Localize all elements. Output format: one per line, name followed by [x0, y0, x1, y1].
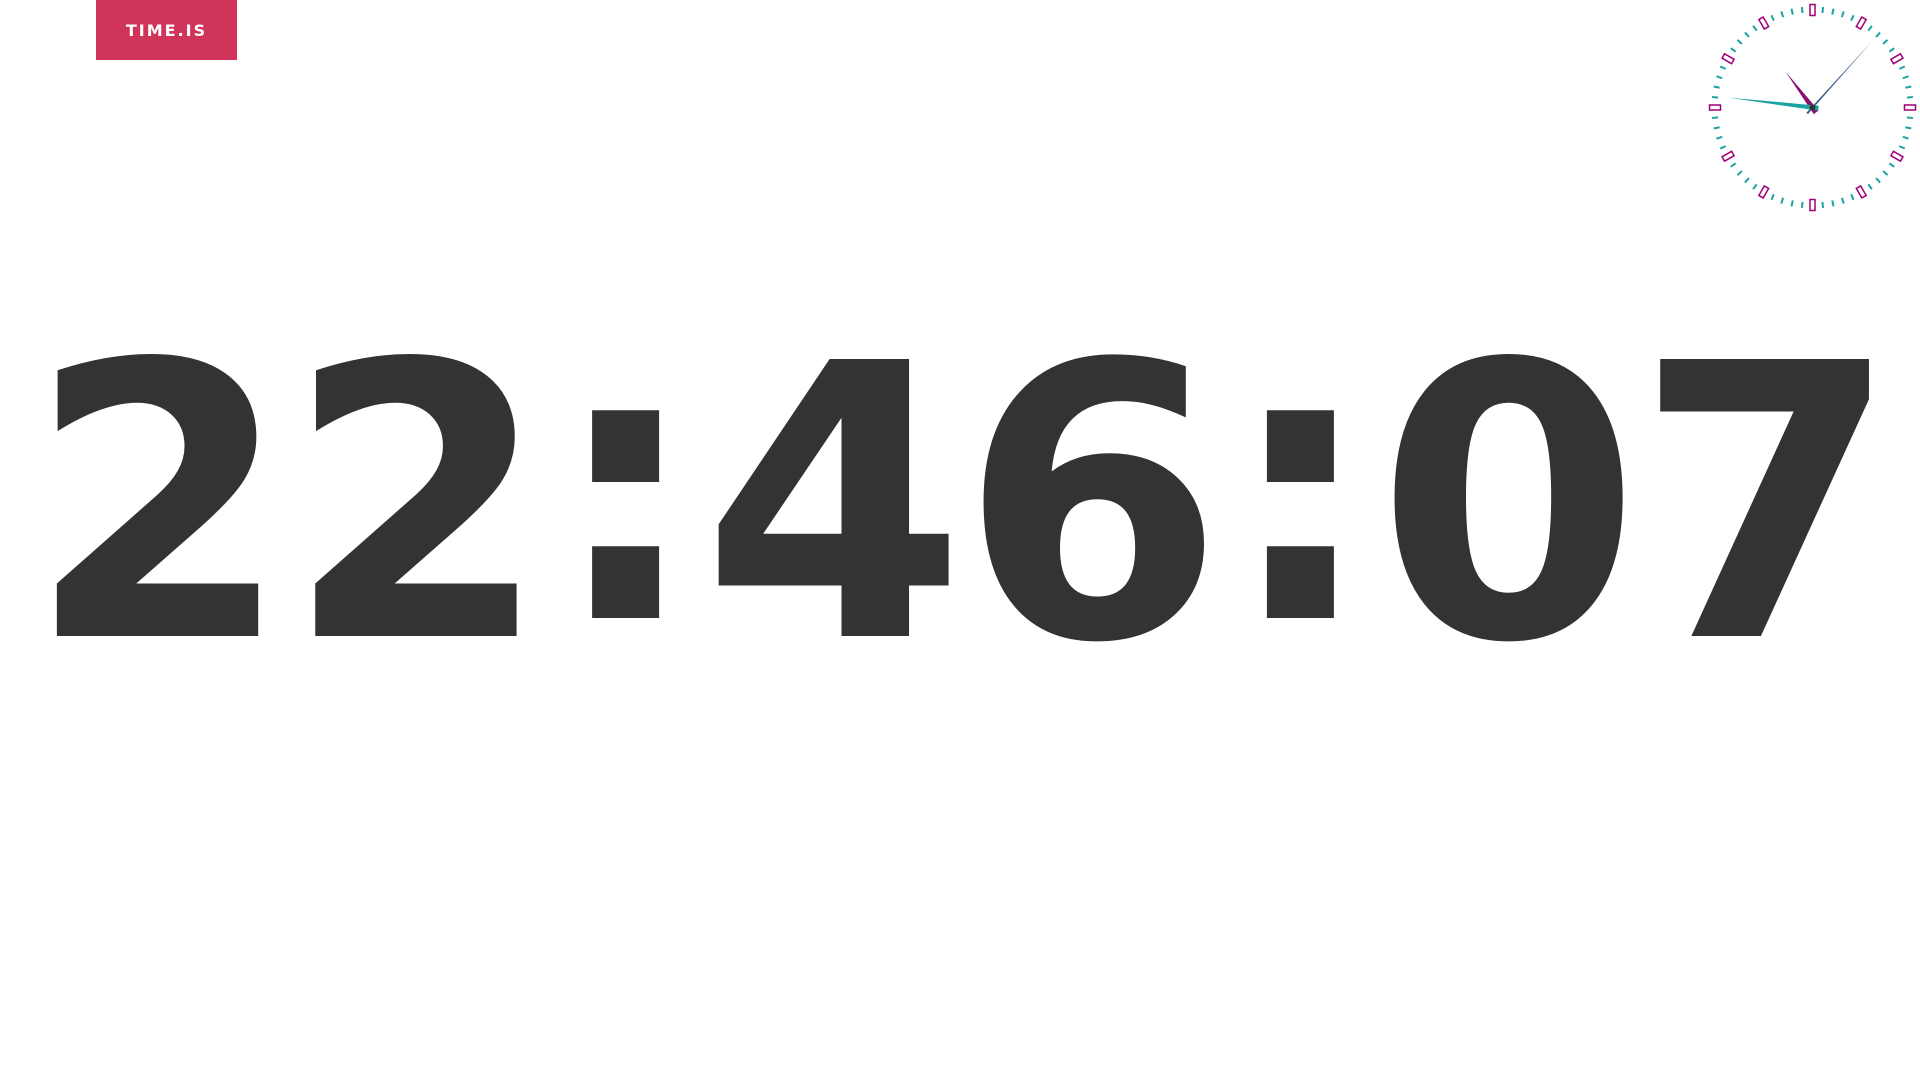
clock-seconds: 07 — [1376, 283, 1899, 726]
minute-mark — [1800, 6, 1804, 14]
minute-mark — [1888, 47, 1895, 53]
minute-mark — [1744, 177, 1750, 184]
minute-mark — [1800, 201, 1804, 209]
minute-mark — [1882, 170, 1889, 176]
minute-mark — [1898, 65, 1906, 70]
minute-mark — [1719, 145, 1727, 150]
minute-mark — [1736, 170, 1743, 176]
hour-mark — [1721, 52, 1736, 65]
minute-mark — [1730, 162, 1737, 168]
minute-mark — [1736, 39, 1743, 45]
hour-mark — [1889, 150, 1904, 163]
clock-hands — [1728, 40, 1873, 115]
minute-mark — [1713, 85, 1720, 89]
hour-mark — [1889, 52, 1904, 65]
minute-mark — [1882, 39, 1889, 45]
minute-mark — [1790, 8, 1794, 15]
minute-mark — [1770, 193, 1775, 201]
clock-ticks — [1708, 3, 1917, 212]
minute-mark — [1905, 85, 1912, 89]
minute-mark — [1905, 126, 1912, 130]
minute-mark — [1850, 193, 1855, 201]
hour-mark — [1903, 104, 1917, 111]
hour-mark — [1855, 16, 1868, 31]
minute-mark — [1840, 197, 1845, 204]
minute-mark — [1752, 183, 1758, 190]
minute-mark — [1744, 31, 1750, 38]
second-hand — [1806, 40, 1873, 115]
minute-mark — [1713, 126, 1720, 130]
minute-mark — [1875, 31, 1881, 38]
analog-clock — [1708, 3, 1917, 212]
minute-mark — [1711, 95, 1719, 99]
minute-mark — [1719, 65, 1727, 70]
minute-mark — [1831, 8, 1835, 15]
clock-separator: : — [1224, 265, 1376, 708]
time-is-logo-link[interactable]: TIME.IS — [96, 0, 237, 60]
minute-mark — [1888, 162, 1895, 168]
minute-mark — [1711, 116, 1719, 120]
minute-mark — [1867, 25, 1873, 32]
clock-center — [1809, 104, 1816, 111]
minute-mark — [1780, 197, 1785, 204]
hour-mark — [1809, 3, 1816, 17]
digital-clock: 22:46:07 — [0, 297, 1920, 695]
minute-mark — [1898, 145, 1906, 150]
minute-mark — [1752, 25, 1758, 32]
clock-minutes: 46 — [701, 283, 1225, 726]
hour-mark — [1708, 104, 1722, 111]
minute-mark — [1790, 200, 1794, 207]
minute-mark — [1831, 200, 1835, 207]
clock-hours: 22 — [26, 283, 550, 726]
minute-mark — [1902, 135, 1909, 140]
hour-hand — [1785, 71, 1819, 115]
minute-mark — [1716, 135, 1723, 140]
minute-mark — [1821, 201, 1825, 209]
minute-mark — [1867, 183, 1873, 190]
minute-mark — [1906, 116, 1914, 120]
minute-mark — [1821, 6, 1825, 14]
hour-mark — [1757, 16, 1770, 31]
minute-mark — [1780, 11, 1785, 18]
clock-separator: : — [549, 265, 702, 708]
minute-mark — [1906, 95, 1914, 99]
minute-mark — [1770, 14, 1775, 22]
minute-hand — [1728, 97, 1819, 111]
minute-mark — [1840, 11, 1845, 18]
hour-mark — [1855, 184, 1868, 199]
hour-mark — [1757, 184, 1770, 199]
hour-mark — [1721, 150, 1736, 163]
minute-mark — [1850, 14, 1855, 22]
minute-mark — [1730, 47, 1737, 53]
minute-mark — [1875, 177, 1881, 184]
hour-mark — [1809, 198, 1816, 212]
minute-mark — [1716, 75, 1723, 80]
minute-mark — [1902, 75, 1909, 80]
